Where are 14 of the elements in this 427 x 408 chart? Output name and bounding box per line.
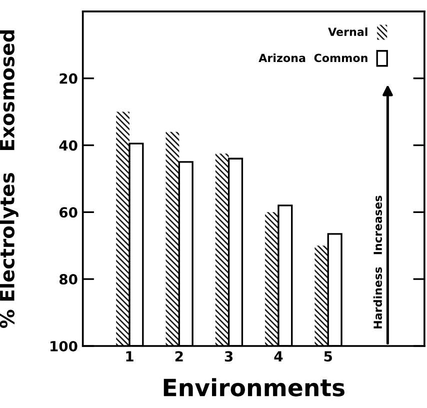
x-tick-label: 5 bbox=[324, 351, 332, 362]
y-tick-label: 20 bbox=[60, 73, 78, 84]
x-axis-title: Environments bbox=[164, 378, 344, 396]
y-tick-label: 100 bbox=[50, 340, 78, 352]
x-tick-label: 2 bbox=[175, 351, 183, 362]
x-tick-label: 1 bbox=[126, 351, 134, 362]
y-tick-label: 40 bbox=[59, 140, 78, 151]
legend-label: Vernal bbox=[328, 27, 368, 36]
x-tick-label: 4 bbox=[274, 351, 283, 362]
x-tick-label: 3 bbox=[224, 351, 233, 362]
y-tick-label: 60 bbox=[60, 207, 78, 218]
text: Hardiness Increases bbox=[373, 196, 382, 328]
legend-label: Arizona Common bbox=[258, 54, 368, 62]
y-tick-label: 80 bbox=[60, 274, 78, 285]
